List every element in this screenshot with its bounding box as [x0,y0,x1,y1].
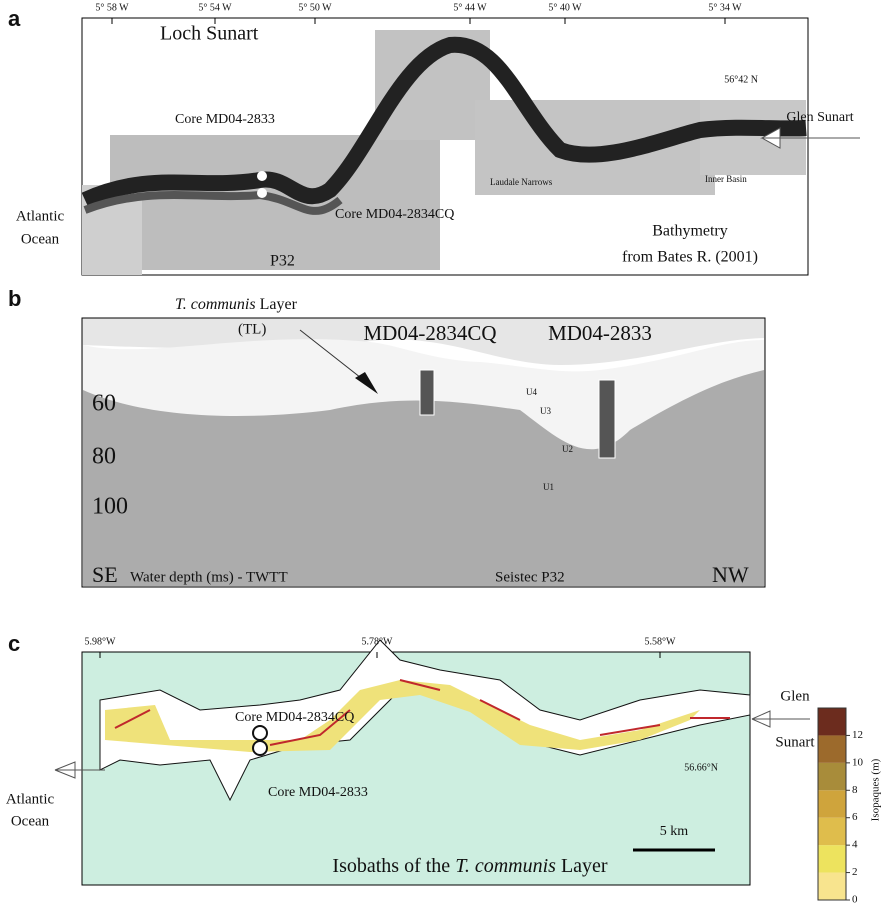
map-title: Loch Sunart [160,23,259,45]
core-site [253,726,267,740]
source-label: from Bates R. (2001) [622,249,758,266]
place-label: Inner Basin [705,174,747,184]
axis-label: Water depth (ms) - TWTT [130,569,288,585]
core-label: Core MD04-2833 [175,112,275,127]
direction-label: NW [712,562,749,587]
color-step [818,735,846,762]
lon-label: 5° 34 W [708,2,742,13]
core [420,370,434,415]
caption: Isobaths of the T. communis Layer [332,855,607,877]
core-label: MD04-2834CQ [363,321,496,345]
core [599,380,615,458]
profile-label: P32 [270,253,295,270]
depth-label: 100 [92,494,128,520]
tick-label: 8 [852,784,858,796]
tick-label: 0 [852,894,858,906]
lon-label: 5° 40 W [548,2,582,13]
lat-label: 56°42 N [724,74,758,85]
place-label: Ocean [11,813,50,829]
tick-label: 6 [852,811,858,823]
lat-label: 56.66°N [684,762,718,773]
lon-label: 5.78°W [362,636,393,647]
direction-label: SE [92,562,118,587]
layer-label: T. communis Layer [175,296,298,313]
core-site [253,741,267,755]
lon-label: 5.98°W [85,636,116,647]
lon-label: 5° 58 W [95,2,129,13]
core-label: Core MD04-2834CQ [235,710,354,725]
core-label: Core MD04-2833 [268,785,368,800]
place-label: Laudale Narrows [490,177,553,187]
place-label: Glen Sunart [786,110,853,125]
lon-label: 5° 50 W [298,2,332,13]
colorbar: 0 2 4 6 8 10 12 [818,708,864,906]
depth-label: 80 [92,444,116,470]
unit-label: U2 [562,444,573,454]
tick-label: 12 [852,729,863,741]
panel-label: c [8,631,20,656]
figure: a Loch Sunart Core MD04-2833 Core MD04-2… [0,0,887,908]
place-label: Atlantic [16,208,65,224]
place-label: Ocean [21,231,60,247]
color-step [818,845,846,872]
color-step [818,708,846,735]
layer-italic: T. communis [175,296,256,313]
color-step [818,818,846,845]
layer-rest: Layer [260,296,298,313]
caption-part: Isobaths of the [332,855,450,877]
scale-label: 5 km [660,824,689,839]
color-step [818,790,846,817]
color-step [818,763,846,790]
place-label: Sunart [775,734,815,750]
colorbar-label: Isopaques (m) [870,758,882,821]
tick-label: 4 [852,839,858,851]
lon-label: 5° 44 W [453,2,487,13]
unit-label: U1 [543,482,554,492]
arrow [752,711,810,727]
tick-label: 10 [852,756,864,768]
caption-italic: T. communis [455,855,556,877]
unit-label: U3 [540,406,551,416]
caption-part: Layer [561,855,608,877]
source-label: Bathymetry [652,223,728,240]
profile-label: Seistec P32 [495,569,565,585]
unit-label: U4 [526,387,537,397]
panel-label: b [8,286,21,311]
color-step [818,873,846,900]
panel-label: a [8,6,21,31]
core-label: MD04-2833 [548,321,652,345]
depth-label: 60 [92,391,116,417]
tick-label: 2 [852,866,858,878]
layer-label: (TL) [238,321,266,337]
lon-label: 5° 54 W [198,2,232,13]
lon-label: 5.58°W [645,636,676,647]
core-label: Core MD04-2834CQ [335,207,454,222]
place-label: Glen [780,688,810,704]
arrow [762,128,860,148]
place-label: Atlantic [6,791,55,807]
